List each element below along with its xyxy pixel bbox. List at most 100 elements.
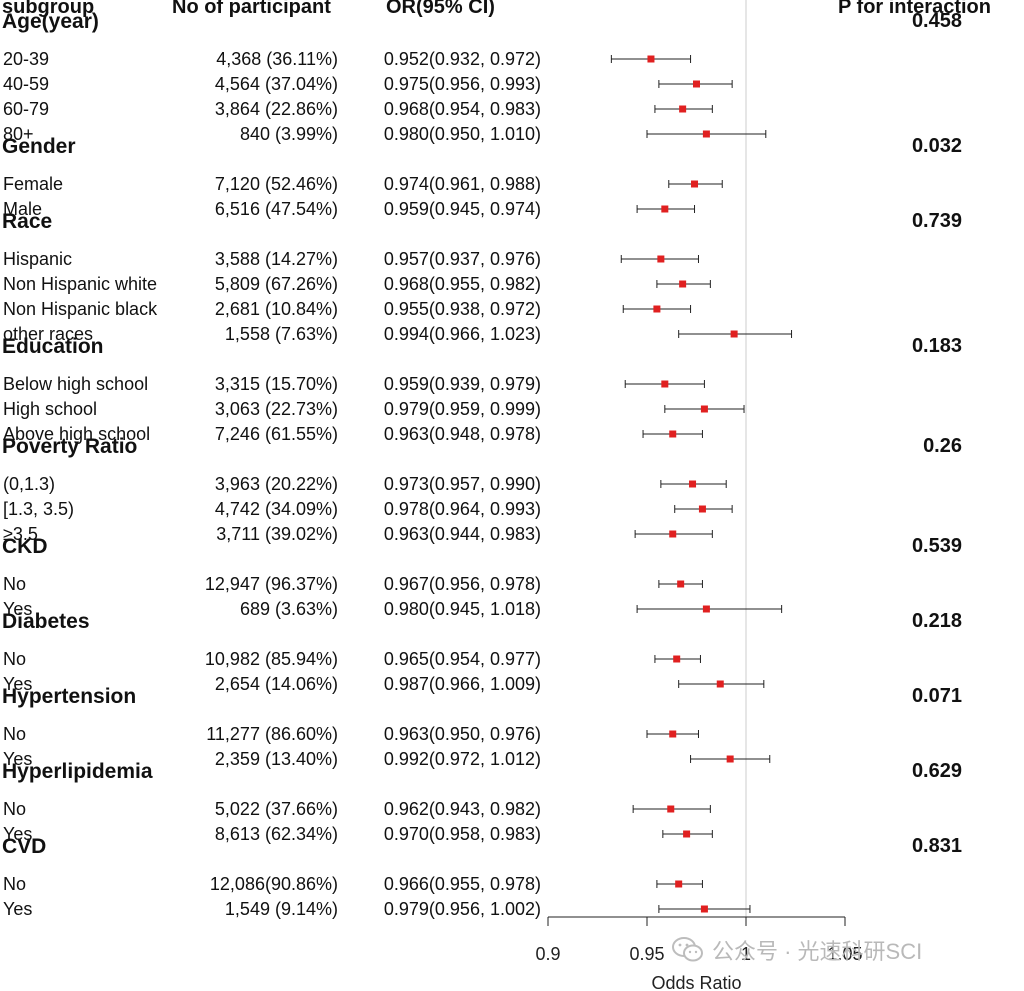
or-point: [669, 530, 677, 538]
group-header-row: CVD 0.831: [0, 834, 1024, 859]
subgroup-label: 80+: [3, 124, 34, 144]
participant-count: 3,864 (22.86%): [214, 99, 338, 119]
table-row: 20-39 4,368 (36.11%) 0.952(0.932, 0.972): [0, 47, 1024, 72]
or-ci-value: 0.955(0.938, 0.972): [383, 299, 541, 319]
participant-count: 10,982 (85.94%): [204, 649, 338, 669]
group-label: Hypertension: [2, 685, 137, 708]
or-ci-value: 0.963(0.950, 0.976): [383, 724, 541, 744]
or-ci-value: 0.965(0.954, 0.977): [383, 649, 541, 669]
or-point: [669, 430, 677, 438]
watermark-text: 公众号 · 光速科研SCI: [712, 939, 923, 964]
p-interaction-value: 0.071: [911, 685, 962, 707]
participant-count: 2,359 (13.40%): [214, 749, 338, 769]
subgroup-label: No: [3, 574, 27, 594]
subgroup-label: High school: [3, 399, 98, 419]
or-point: [730, 330, 738, 338]
group-label: Age(year): [2, 10, 99, 33]
or-ci-value: 0.959(0.945, 0.974): [383, 199, 541, 219]
participant-count: 2,654 (14.06%): [214, 674, 338, 694]
or-point: [716, 680, 724, 688]
participant-count: 3,963 (20.22%): [214, 474, 338, 494]
participant-count: 3,315 (15.70%): [214, 374, 338, 394]
subgroup-label: Male: [3, 199, 43, 219]
participant-count: 11,277 (86.60%): [206, 724, 338, 744]
group-label: Education: [2, 335, 104, 358]
group-header-row: Hypertension 0.071: [0, 684, 1024, 709]
participant-count: 840 (3.99%): [239, 124, 338, 144]
table-row: Non Hispanic black 2,681 (10.84%) 0.955(0.…: [0, 297, 1024, 322]
table-row: Above high school 7,246 (61.55%) 0.963(0.9…: [0, 422, 1024, 447]
or-ci-value: 0.973(0.957, 0.990): [383, 474, 541, 494]
group-label: Gender: [2, 135, 76, 158]
subgroup-label: (0,1.3): [3, 474, 56, 494]
or-ci-value: 0.979(0.959, 0.999): [383, 399, 541, 419]
header-subgroup: subgroup: [2, 0, 95, 18]
table-row: Yes 2,654 (14.06%) 0.987(0.966, 1.009): [0, 672, 1024, 697]
x-tick-label: 0.95: [629, 944, 664, 964]
p-interaction-value: 0.539: [911, 535, 962, 557]
subgroup-label: other races: [3, 324, 94, 344]
or-point: [683, 830, 691, 838]
table-row: [1.3, 3.5) 4,742 (34.09%) 0.978(0.964, 0.9…: [0, 497, 1024, 522]
p-interaction-value: 0.739: [911, 210, 962, 232]
or-point: [653, 305, 661, 313]
x-tick-label: 1.05: [827, 944, 862, 964]
or-ci-value: 0.963(0.948, 0.978): [383, 424, 541, 444]
group-header-row: Hyperlipidemia 0.629: [0, 759, 1024, 784]
or-ci-value: 0.970(0.958, 0.983): [383, 824, 541, 844]
participant-count: 5,022 (37.66%): [214, 799, 338, 819]
subgroup-label: Yes: [3, 824, 33, 844]
or-ci-value: 0.992(0.972, 1.012): [383, 749, 541, 769]
subgroup-label: [1.3, 3.5): [3, 499, 75, 519]
participant-count: 1,558 (7.63%): [224, 324, 338, 344]
or-point: [673, 655, 681, 663]
or-point: [661, 380, 669, 388]
or-ci-value: 0.987(0.966, 1.009): [383, 674, 541, 694]
subgroup-label: Yes: [3, 599, 33, 619]
subgroup-label: Above high school: [3, 424, 151, 444]
subgroup-label: Non Hispanic black: [3, 299, 158, 319]
table-row: Yes 689 (3.63%) 0.980(0.945, 1.018): [0, 597, 1024, 622]
subgroup-label: Yes: [3, 674, 33, 694]
or-point: [691, 180, 699, 188]
participant-count: 5,809 (67.26%): [214, 274, 338, 294]
table-row: Yes 2,359 (13.40%) 0.992(0.972, 1.012): [0, 747, 1024, 772]
or-ci-value: 0.952(0.932, 0.972): [383, 49, 541, 69]
p-interaction-value: 0.26: [923, 435, 962, 457]
table-row: Yes 1,549 (9.14%) 0.979(0.956, 1.002): [0, 897, 1024, 922]
or-ci-value: 0.975(0.956, 0.993): [383, 74, 541, 94]
or-ci-value: 0.968(0.955, 0.982): [383, 274, 541, 294]
participant-count: 12,947 (96.37%): [204, 574, 338, 594]
participant-count: 689 (3.63%): [239, 599, 338, 619]
table-row: 60-79 3,864 (22.86%) 0.968(0.954, 0.983): [0, 97, 1024, 122]
or-point: [693, 80, 700, 88]
or-point: [647, 55, 655, 63]
table-row: Below high school 3,315 (15.70%) 0.959(0.9…: [0, 372, 1024, 397]
p-interaction-value: 0.218: [911, 610, 962, 632]
subgroup-label: No: [3, 799, 27, 819]
x-axis-title: Odds Ratio: [651, 973, 741, 991]
or-ci-value: 0.957(0.937, 0.976): [383, 249, 541, 269]
or-point: [700, 405, 708, 413]
or-point: [702, 605, 710, 613]
or-ci-value: 0.974(0.961, 0.988): [383, 174, 541, 194]
or-ci-value: 0.962(0.943, 0.982): [383, 799, 541, 819]
or-ci-value: 0.994(0.966, 1.023): [383, 324, 541, 344]
table-row: No 12,086(90.86%) 0.966(0.955, 0.978): [0, 872, 1024, 897]
x-tick-label: 1: [741, 944, 751, 964]
participant-count: 8,613 (62.34%): [214, 824, 338, 844]
or-point: [677, 580, 685, 588]
wechat-logo-icon: [672, 937, 703, 962]
p-interaction-value: 0.831: [911, 835, 962, 857]
subgroup-label: Female: [3, 174, 64, 194]
participant-count: 4,368 (36.11%): [216, 49, 338, 69]
header-p-interaction: P for interaction: [838, 0, 991, 18]
subgroup-label: Yes: [3, 899, 33, 919]
table-row: (0,1.3) 3,963 (20.22%) 0.973(0.957, 0.990): [0, 472, 1024, 497]
group-label: Poverty Ratio: [2, 435, 138, 458]
or-point: [679, 105, 687, 113]
table-row: Hispanic 3,588 (14.27%) 0.957(0.937, 0.976…: [0, 247, 1024, 272]
participant-count: 3,063 (22.73%): [214, 399, 338, 419]
participant-count: 3,588 (14.27%): [214, 249, 338, 269]
